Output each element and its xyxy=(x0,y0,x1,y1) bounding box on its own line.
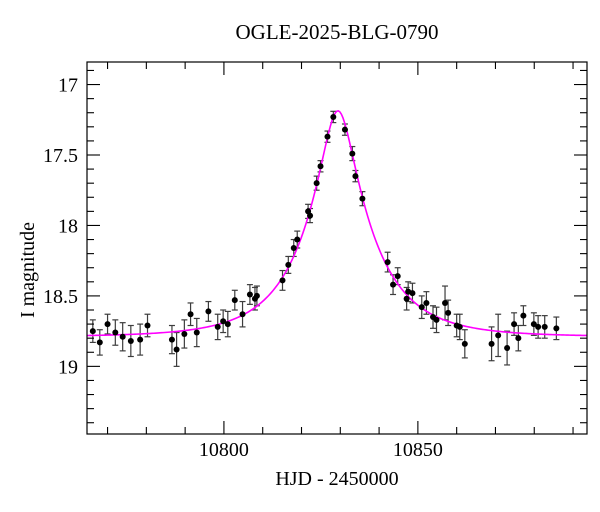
data-point xyxy=(205,308,212,315)
data-point xyxy=(403,295,410,302)
data-point xyxy=(313,180,320,187)
plot-frame xyxy=(86,61,588,435)
data-point xyxy=(214,323,221,330)
x-tick-label: 10800 xyxy=(199,439,249,461)
x-tick-label: 10850 xyxy=(393,439,443,461)
data-point xyxy=(520,312,527,319)
data-point xyxy=(541,323,548,330)
data-point xyxy=(423,299,430,306)
data-point xyxy=(220,318,227,325)
data-point xyxy=(112,329,119,336)
data-point xyxy=(89,328,96,335)
data-point xyxy=(187,311,194,318)
data-point xyxy=(349,150,356,157)
data-point xyxy=(384,259,391,266)
data-point xyxy=(390,281,397,288)
data-point xyxy=(294,236,301,243)
data-point xyxy=(239,311,246,318)
plot-title: OGLE-2025-BLG-0790 xyxy=(235,20,439,44)
data-point xyxy=(285,261,292,268)
data-point xyxy=(504,345,511,352)
data-point xyxy=(418,304,425,311)
data-point xyxy=(317,163,324,170)
data-point xyxy=(495,332,502,339)
data-point xyxy=(307,212,314,219)
data-point xyxy=(442,299,449,306)
y-tick-label: 17 xyxy=(58,75,78,97)
data-point xyxy=(231,297,238,304)
data-point xyxy=(173,346,180,353)
data-point xyxy=(119,333,126,340)
data-point xyxy=(456,323,463,330)
data-point xyxy=(394,273,401,280)
data-point xyxy=(535,323,542,330)
model-curve xyxy=(86,110,587,337)
data-point xyxy=(253,292,260,299)
data-point xyxy=(224,321,231,328)
data-point xyxy=(324,133,331,140)
data-point xyxy=(168,336,175,343)
data-point xyxy=(181,330,188,337)
data-point xyxy=(193,329,200,336)
data-point xyxy=(515,335,522,342)
data-point xyxy=(530,321,537,328)
x-axis-label: HJD - 2450000 xyxy=(275,468,399,490)
y-tick-label: 18.5 xyxy=(43,286,78,308)
data-point xyxy=(461,340,468,347)
data-point xyxy=(359,195,366,202)
data-point xyxy=(127,338,134,344)
data-point xyxy=(104,321,111,328)
data-point xyxy=(330,113,337,120)
data-point xyxy=(96,339,103,346)
data-point xyxy=(433,316,440,323)
data-point xyxy=(290,245,297,251)
y-tick-label: 18 xyxy=(58,215,78,237)
data-point xyxy=(511,321,518,328)
data-point xyxy=(279,277,286,284)
data-point xyxy=(352,173,359,180)
data-point xyxy=(488,340,495,347)
data-point xyxy=(341,126,348,133)
data-point xyxy=(409,290,416,297)
data-point xyxy=(445,309,452,316)
data-point xyxy=(144,322,151,329)
y-tick-label: 17.5 xyxy=(43,145,78,167)
data-point xyxy=(553,325,560,332)
y-tick-label: 19 xyxy=(58,356,78,378)
data-point xyxy=(246,291,253,298)
data-point xyxy=(137,336,144,343)
